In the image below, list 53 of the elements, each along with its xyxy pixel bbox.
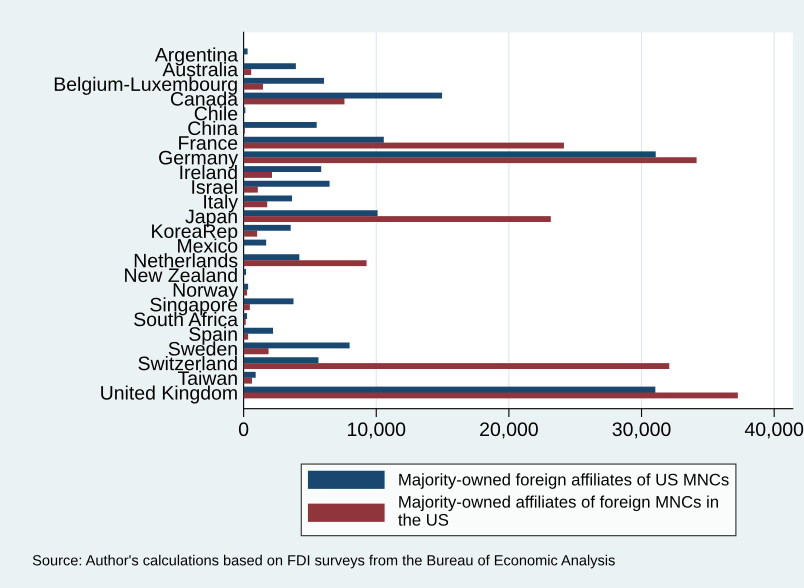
x-tick-label: 10,000 [348,422,406,438]
x-tick-label: 30,000 [612,422,671,438]
bar [244,142,564,148]
x-tick-label: 20,000 [480,422,538,438]
x-tick-label: 40,000 [744,422,804,438]
bar [244,84,263,90]
bar [244,298,294,304]
bar [244,230,258,237]
bar [244,69,252,75]
bar [244,284,248,290]
bar [244,78,324,84]
y-tick-label: Switzerland [138,356,237,370]
source-note: Source: Author's calculations based on FDI surveys from the Bureau of Economic Analysis [32,554,615,568]
bar [244,328,274,334]
bar [244,216,551,222]
y-tick-label: Chile [194,106,238,120]
bar [244,166,322,172]
bar [244,98,344,104]
bar [244,63,296,70]
bar [244,151,656,158]
bar [244,210,378,216]
y-tick-label: France [179,136,238,150]
y-tick-label: Netherlands [134,253,238,268]
bar [244,136,384,143]
legend-label: Majority-owned foreign affiliates of US MNCs [399,473,729,489]
bar [244,386,656,392]
bar [244,348,269,354]
bar [244,172,272,178]
bar [244,357,318,364]
bar [244,260,367,266]
bar [244,157,697,164]
bar [244,334,248,340]
bar [244,92,442,98]
bar [244,392,738,398]
y-tick-label: Taiwan [178,370,237,386]
bar [244,180,330,187]
bar [244,372,256,378]
y-tick-label: United Kingdom [101,385,237,404]
bar [244,363,670,369]
x-tick-label: 0 [238,422,248,436]
bar [244,196,292,202]
legend-label: Majority-owned affiliates of foreign MNCs in the US [398,496,718,526]
bar [244,304,250,310]
bar [244,240,266,246]
bar [244,122,317,128]
bar [244,186,258,193]
bar [244,254,300,260]
bar [244,342,350,348]
bar [244,224,291,231]
y-tick-label: New Zealand [125,268,237,282]
y-tick-label: China [188,120,238,136]
y-tick-label: Israel [192,180,237,194]
bar [244,201,268,208]
